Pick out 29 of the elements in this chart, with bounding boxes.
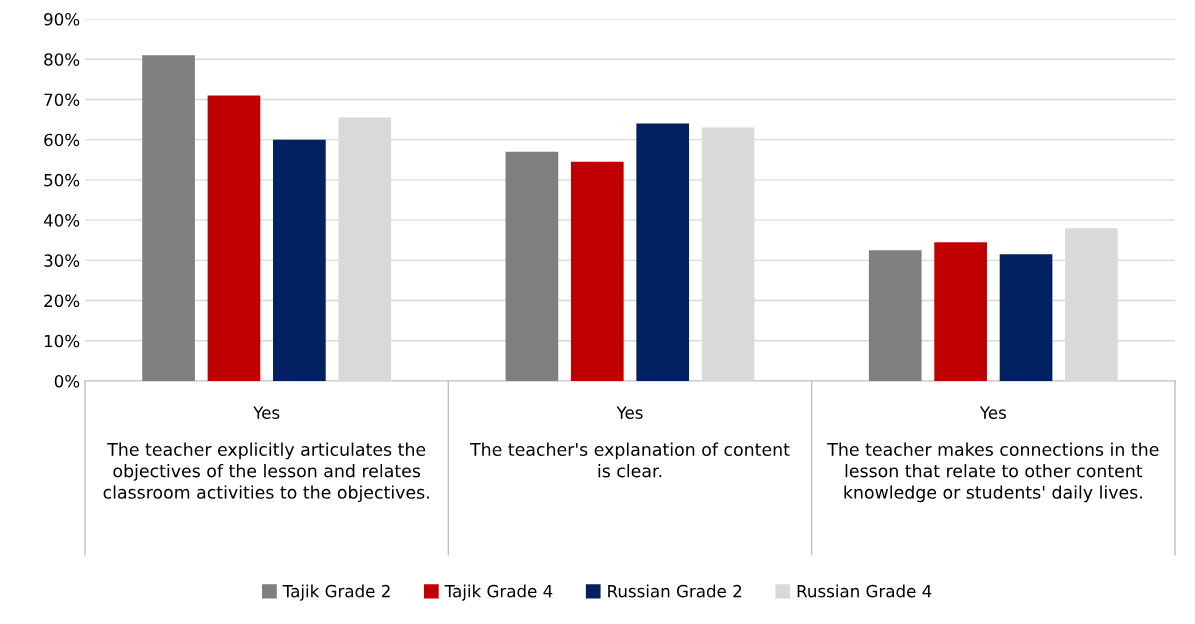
x-tick-label: Yes — [616, 406, 643, 419]
y-tick-label: 30% — [44, 254, 80, 267]
bar — [570, 161, 624, 381]
bar — [999, 254, 1053, 381]
bar — [868, 250, 922, 381]
bar — [505, 151, 559, 381]
legend-label: Tajik Grade 2 — [282, 584, 390, 601]
legend-label: Russian Grade 2 — [608, 584, 742, 598]
y-tick-label: 50% — [44, 173, 80, 187]
y-tick-label: 70% — [44, 93, 80, 107]
y-tick-label: 0% — [54, 374, 80, 388]
bar — [636, 123, 690, 381]
text: The teacher's explanation of content is clear. — [469, 442, 790, 478]
bar — [273, 139, 326, 381]
text: The teacher explicitly articulates the objectives of the lesson and relates classroom activities to the objectives. — [103, 442, 429, 503]
x-tick-label: Yes — [979, 406, 1006, 419]
text: The teacher makes connections in the lesson that relate to other content knowledge or students' daily lives. — [827, 442, 1159, 503]
y-tick-label: 10% — [44, 334, 80, 348]
y-tick-label: 90% — [44, 12, 80, 26]
y-tick-label: 20% — [44, 294, 80, 308]
bar — [207, 95, 261, 381]
bar — [142, 55, 195, 381]
y-tick-label: 60% — [44, 133, 80, 147]
bar — [934, 242, 987, 381]
y-tick-label: 80% — [44, 53, 80, 66]
y-tick-label: 40% — [43, 214, 80, 227]
legend-label: Tajik Grade 4 — [444, 584, 553, 601]
x-tick-label: Yes — [253, 406, 280, 419]
legend-label: Russian Grade 4 — [797, 584, 932, 598]
